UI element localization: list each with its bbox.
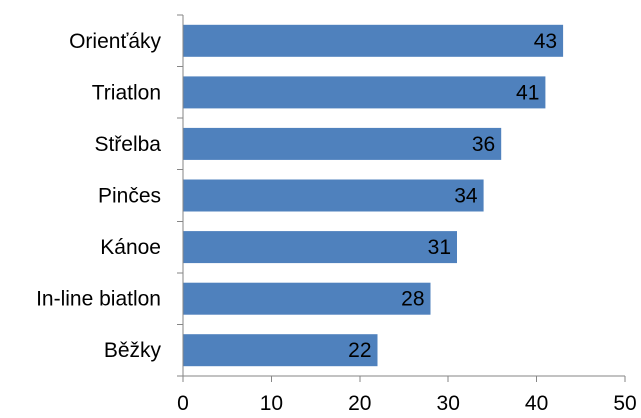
bar [183, 282, 431, 315]
data-label: 41 [516, 81, 539, 104]
data-label: 34 [454, 185, 478, 208]
bar [183, 76, 546, 109]
x-tick-label: 30 [437, 392, 460, 415]
data-label: 28 [401, 288, 424, 311]
labels-layer: 43 Orienťáky 41 Triatlon 36 Střelba 34 Pinčes 31… [36, 30, 637, 415]
category-label: Pinčes [98, 185, 161, 208]
category-label: Orienťáky [69, 30, 161, 53]
category-label: Běžky [104, 339, 162, 362]
x-tick-label: 10 [260, 392, 283, 415]
category-label: In-line biatlon [36, 288, 161, 311]
data-label: 22 [348, 339, 371, 362]
bar [183, 24, 564, 57]
data-label: 43 [534, 30, 557, 53]
bars-layer [183, 24, 564, 367]
bar [183, 334, 378, 367]
category-label: Kánoe [100, 236, 161, 259]
axes-layer [177, 14, 626, 382]
x-tick-label: 50 [613, 392, 636, 415]
bar [183, 179, 484, 212]
bar [183, 231, 457, 264]
x-tick-label: 40 [525, 392, 548, 415]
data-label: 36 [472, 133, 495, 156]
bar [183, 127, 502, 160]
data-label: 31 [428, 236, 451, 259]
category-label: Triatlon [92, 81, 161, 104]
category-label: Střelba [94, 133, 161, 156]
x-tick-label: 20 [348, 392, 371, 415]
x-tick-label: 0 [177, 392, 189, 415]
